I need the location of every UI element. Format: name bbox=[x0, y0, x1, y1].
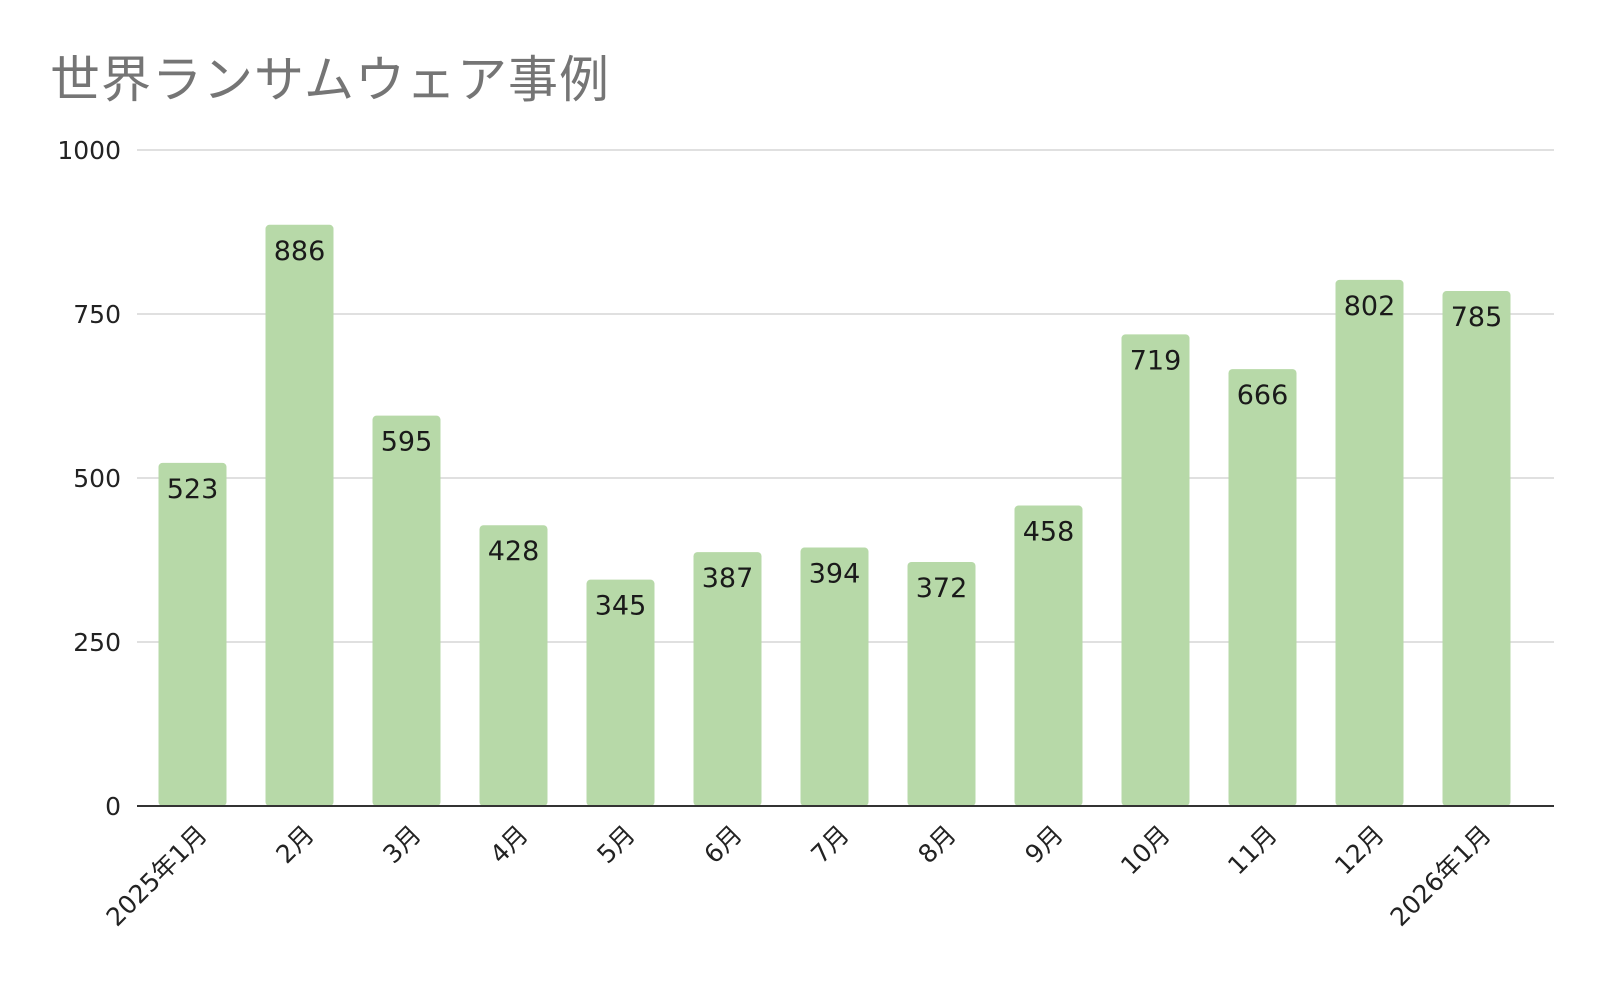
x-tick-label-11: 11月 bbox=[1222, 820, 1283, 881]
x-tick-label-13: 2026年1月 bbox=[1385, 820, 1497, 932]
data-label-10: 719 bbox=[1130, 345, 1182, 376]
y-tick-label-0: 0 bbox=[105, 792, 121, 821]
bar-11 bbox=[1228, 369, 1297, 806]
data-label-5: 345 bbox=[595, 591, 647, 622]
bar-1 bbox=[158, 462, 227, 806]
data-label-8: 372 bbox=[916, 573, 968, 604]
x-tick-label-1: 2025年1月 bbox=[101, 820, 213, 932]
data-label-3: 595 bbox=[381, 427, 433, 458]
x-tick-label-2: 2月 bbox=[270, 820, 319, 869]
data-label-7: 394 bbox=[809, 559, 861, 590]
chart-title: 世界ランサムウェア事例 bbox=[50, 51, 610, 109]
data-label-1: 523 bbox=[167, 474, 219, 505]
bar-4 bbox=[479, 525, 548, 806]
bar-3 bbox=[372, 415, 441, 806]
x-tick-label-4: 4月 bbox=[484, 820, 533, 869]
data-label-12: 802 bbox=[1344, 291, 1396, 322]
data-label-2: 886 bbox=[274, 236, 326, 267]
bar-12 bbox=[1335, 279, 1404, 806]
x-tick-label-3: 3月 bbox=[377, 820, 426, 869]
bar-6 bbox=[693, 552, 762, 806]
x-tick-label-10: 10月 bbox=[1115, 820, 1176, 881]
x-tick-label-7: 7月 bbox=[805, 820, 854, 869]
bar-13 bbox=[1442, 291, 1511, 806]
bar-9 bbox=[1014, 505, 1083, 806]
x-tick-label-9: 9月 bbox=[1019, 820, 1068, 869]
bar-10 bbox=[1121, 334, 1190, 806]
y-tick-label-750: 750 bbox=[73, 300, 121, 329]
data-label-9: 458 bbox=[1023, 517, 1075, 548]
bar-7 bbox=[800, 547, 869, 806]
data-label-6: 387 bbox=[702, 563, 754, 594]
x-tick-label-5: 5月 bbox=[591, 820, 640, 869]
bar-2 bbox=[265, 224, 334, 806]
data-label-13: 785 bbox=[1451, 302, 1503, 333]
x-tick-label-6: 6月 bbox=[698, 820, 747, 869]
bar-5 bbox=[586, 579, 655, 806]
bar-8 bbox=[907, 561, 976, 806]
data-label-4: 428 bbox=[488, 536, 540, 567]
x-tick-label-8: 8月 bbox=[912, 820, 961, 869]
data-label-11: 666 bbox=[1237, 380, 1289, 411]
x-tick-label-12: 12月 bbox=[1329, 820, 1390, 881]
y-tick-label-500: 500 bbox=[73, 464, 121, 493]
y-tick-label-1000: 1000 bbox=[57, 136, 121, 165]
y-tick-label-250: 250 bbox=[73, 628, 121, 657]
